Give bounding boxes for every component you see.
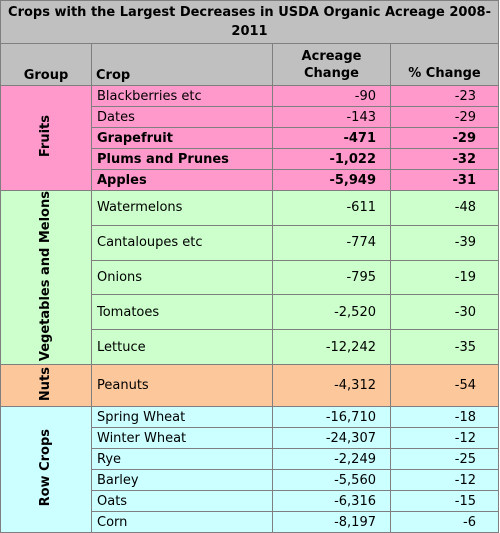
percent-change-value: -31 — [390, 169, 499, 191]
header-group: Group — [0, 43, 92, 86]
header-row: Group Crop Acreage Change % Change — [0, 43, 499, 86]
crop-name: Winter Wheat — [91, 427, 273, 450]
percent-change-value: -6 — [390, 511, 499, 533]
group-label: Vegetables and Melons — [38, 191, 53, 362]
acreage-change-value: -774 — [272, 224, 391, 261]
acreage-change-value: -8,197 — [272, 511, 391, 533]
percent-change-value: -29 — [390, 106, 499, 128]
percent-change-value: -15 — [390, 490, 499, 513]
percent-change-value: -19 — [390, 259, 499, 296]
crop-name: Tomatoes — [91, 294, 273, 331]
percent-change-value: -25 — [390, 448, 499, 471]
acreage-change-value: -16,710 — [272, 406, 391, 429]
crop-name: Cantaloupes etc — [91, 224, 273, 261]
crop-name: Grapefruit — [91, 127, 273, 149]
crop-name: Oats — [91, 490, 273, 513]
header-acreage-change: Acreage Change — [272, 43, 391, 86]
acreage-change-value: -2,249 — [272, 448, 391, 471]
table-row: Vegetables and Melons Watermelons -611 -48 — [0, 189, 499, 366]
group-cell-veg: Vegetables and Melons — [0, 189, 92, 366]
crop-name: Apples — [91, 169, 273, 191]
table-row: Plums and Prunes -1,022 -32 — [0, 148, 499, 170]
table-row: Row Crops Spring Wheat -16,710 -18 — [0, 406, 499, 533]
header-crop: Crop — [91, 43, 273, 86]
table-row: Barley -5,560 -12 — [0, 469, 499, 492]
crop-name: Peanuts — [91, 364, 273, 408]
percent-change-value: -30 — [390, 294, 499, 331]
table-row: Nuts Peanuts -4,312 -54 — [0, 364, 499, 408]
acreage-change-value: -24,307 — [272, 427, 391, 450]
crop-name: Dates — [91, 106, 273, 128]
crop-name: Lettuce — [91, 329, 273, 366]
percent-change-value: -23 — [390, 85, 499, 107]
percent-change-value: -12 — [390, 469, 499, 492]
acreage-change-value: -90 — [272, 85, 391, 107]
crop-name: Watermelons — [91, 190, 273, 226]
table-row: Rye -2,249 -25 — [0, 448, 499, 471]
percent-change-value: -12 — [390, 427, 499, 450]
percent-change-value: -39 — [390, 224, 499, 261]
group-label: Fruits — [38, 115, 53, 158]
acreage-change-value: -6,316 — [272, 490, 391, 513]
acreage-change-value: -5,949 — [272, 169, 391, 191]
percent-change-value: -48 — [390, 190, 499, 226]
percent-change-value: -18 — [390, 406, 499, 429]
percent-change-value: -35 — [390, 329, 499, 366]
table-row: Apples -5,949 -31 — [0, 169, 499, 191]
group-cell-fruits: Fruits — [0, 85, 92, 191]
crop-name: Spring Wheat — [91, 406, 273, 429]
header-percent-change: % Change — [390, 43, 499, 86]
crop-name: Blackberries etc — [91, 85, 273, 107]
acreage-change-value: -2,520 — [272, 294, 391, 331]
acreage-change-value: -1,022 — [272, 148, 391, 170]
group-label: Nuts — [38, 367, 53, 402]
table-row: Fruits Blackberries etc -90 -23 — [0, 85, 499, 191]
table-row: Tomatoes -2,520 -30 — [0, 294, 499, 331]
crop-name: Onions — [91, 259, 273, 296]
acreage-change-value: -143 — [272, 106, 391, 128]
percent-change-value: -29 — [390, 127, 499, 149]
group-cell-row: Row Crops — [0, 406, 92, 533]
table-title: Crops with the Largest Decreases in USDA… — [0, 0, 499, 44]
acreage-change-value: -795 — [272, 259, 391, 296]
acreage-change-value: -12,242 — [272, 329, 391, 366]
crop-name: Plums and Prunes — [91, 148, 273, 170]
percent-change-value: -54 — [390, 364, 499, 408]
table-row: Dates -143 -29 — [0, 106, 499, 128]
crop-name: Barley — [91, 469, 273, 492]
title-row: Crops with the Largest Decreases in USDA… — [0, 0, 499, 44]
acreage-change-value: -471 — [272, 127, 391, 149]
group-cell-nuts: Nuts — [0, 364, 92, 408]
group-label: Row Crops — [38, 429, 53, 507]
percent-change-value: -32 — [390, 148, 499, 170]
crop-name: Corn — [91, 511, 273, 533]
acreage-change-value: -5,560 — [272, 469, 391, 492]
acreage-change-value: -4,312 — [272, 364, 391, 408]
crop-name: Rye — [91, 448, 273, 471]
acreage-change-value: -611 — [272, 190, 391, 226]
table-row: Winter Wheat -24,307 -12 — [0, 427, 499, 450]
